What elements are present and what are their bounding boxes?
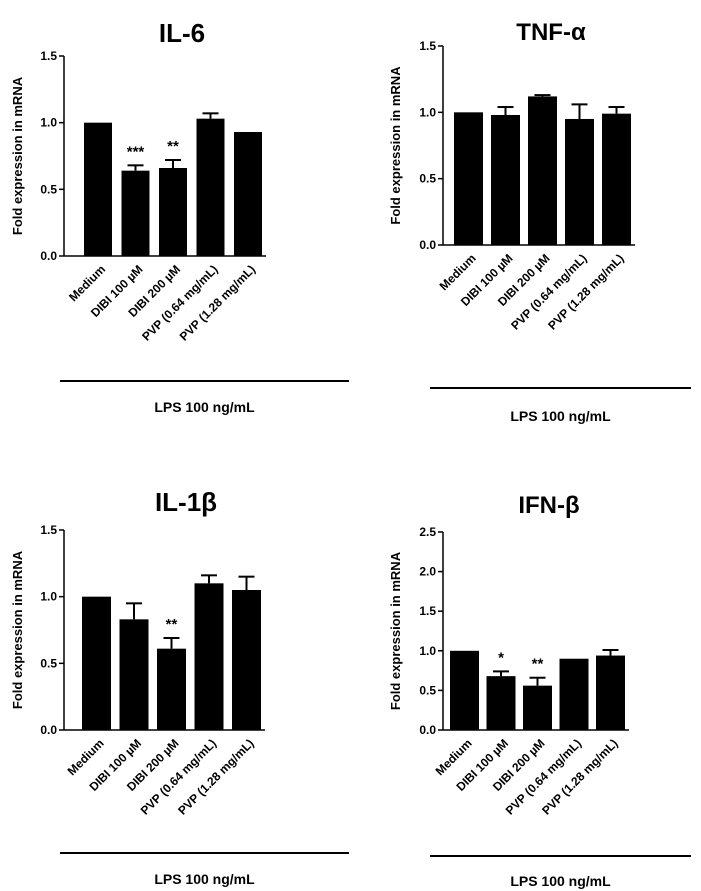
y-tick-label: 0.0 xyxy=(40,723,57,737)
bar xyxy=(491,114,520,245)
y-tick-label: 2.0 xyxy=(419,565,436,579)
bar xyxy=(82,596,111,730)
treatment-label: LPS 100 ng/mL xyxy=(510,408,611,424)
y-tick-label: 1.5 xyxy=(419,39,436,53)
bar xyxy=(159,168,187,256)
bar xyxy=(157,648,186,730)
y-tick-label: 0.0 xyxy=(419,238,436,252)
y-tick-label: 2.5 xyxy=(419,525,436,539)
significance-marker: ** xyxy=(532,656,544,673)
significance-marker: ** xyxy=(167,138,179,155)
significance-marker: *** xyxy=(127,143,145,160)
y-tick-label: 1.0 xyxy=(40,116,57,130)
y-tick-label: 1.0 xyxy=(40,590,57,604)
bar xyxy=(450,650,479,730)
bar xyxy=(559,658,589,730)
bar xyxy=(528,96,557,245)
chart-panel-3: IL-1β Fold expression in mRNA 0.0 0.5 1.0 1.5… xyxy=(10,487,349,887)
y-axis-label: Fold expression in mRNA xyxy=(10,550,25,709)
y-tick-label: 1.5 xyxy=(419,604,436,618)
bar xyxy=(523,685,552,730)
bar xyxy=(565,118,594,245)
bar xyxy=(119,619,149,730)
y-tick-label: 0.0 xyxy=(40,249,57,263)
bar xyxy=(84,122,112,257)
bar xyxy=(196,118,225,257)
treatment-label: LPS 100 ng/mL xyxy=(154,399,255,415)
y-axis-label: Fold expression in mRNA xyxy=(10,76,25,235)
chart-panel-2: TNF-α Fold expression in mRNA 0.0 0.5 1.0 1.5… xyxy=(388,19,691,424)
bar xyxy=(121,170,150,256)
y-axis-label: Fold expression in mRNA xyxy=(388,551,403,710)
chart-title: IFN-β xyxy=(518,492,579,519)
bar xyxy=(602,113,631,245)
significance-marker: * xyxy=(498,649,504,666)
bar xyxy=(234,132,262,256)
bar xyxy=(596,655,625,730)
y-tick-label: 0.0 xyxy=(419,723,436,737)
chart-title: IL-6 xyxy=(159,18,205,48)
y-tick-label: 0.5 xyxy=(419,172,436,186)
bar xyxy=(454,112,483,245)
y-tick-label: 1.5 xyxy=(40,523,57,537)
treatment-label: LPS 100 ng/mL xyxy=(154,871,255,887)
y-axis-label: Fold expression in mRNA xyxy=(388,66,403,225)
chart-title: TNF-α xyxy=(516,19,586,46)
treatment-label: LPS 100 ng/mL xyxy=(510,873,611,889)
y-tick-label: 0.5 xyxy=(419,683,436,697)
y-tick-label: 0.5 xyxy=(40,182,57,196)
significance-marker: ** xyxy=(166,616,178,633)
bar xyxy=(486,676,516,730)
y-tick-label: 1.0 xyxy=(419,644,436,658)
y-tick-label: 0.5 xyxy=(40,656,57,670)
bar xyxy=(232,590,261,730)
y-tick-label: 1.5 xyxy=(40,49,57,63)
bar xyxy=(194,583,224,730)
chart-title: IL-1β xyxy=(155,487,217,517)
y-tick-label: 1.0 xyxy=(419,105,436,119)
chart-panel-4: IFN-β Fold expression in mRNA 0.0 0.5 1.0 1.5… xyxy=(388,492,691,889)
